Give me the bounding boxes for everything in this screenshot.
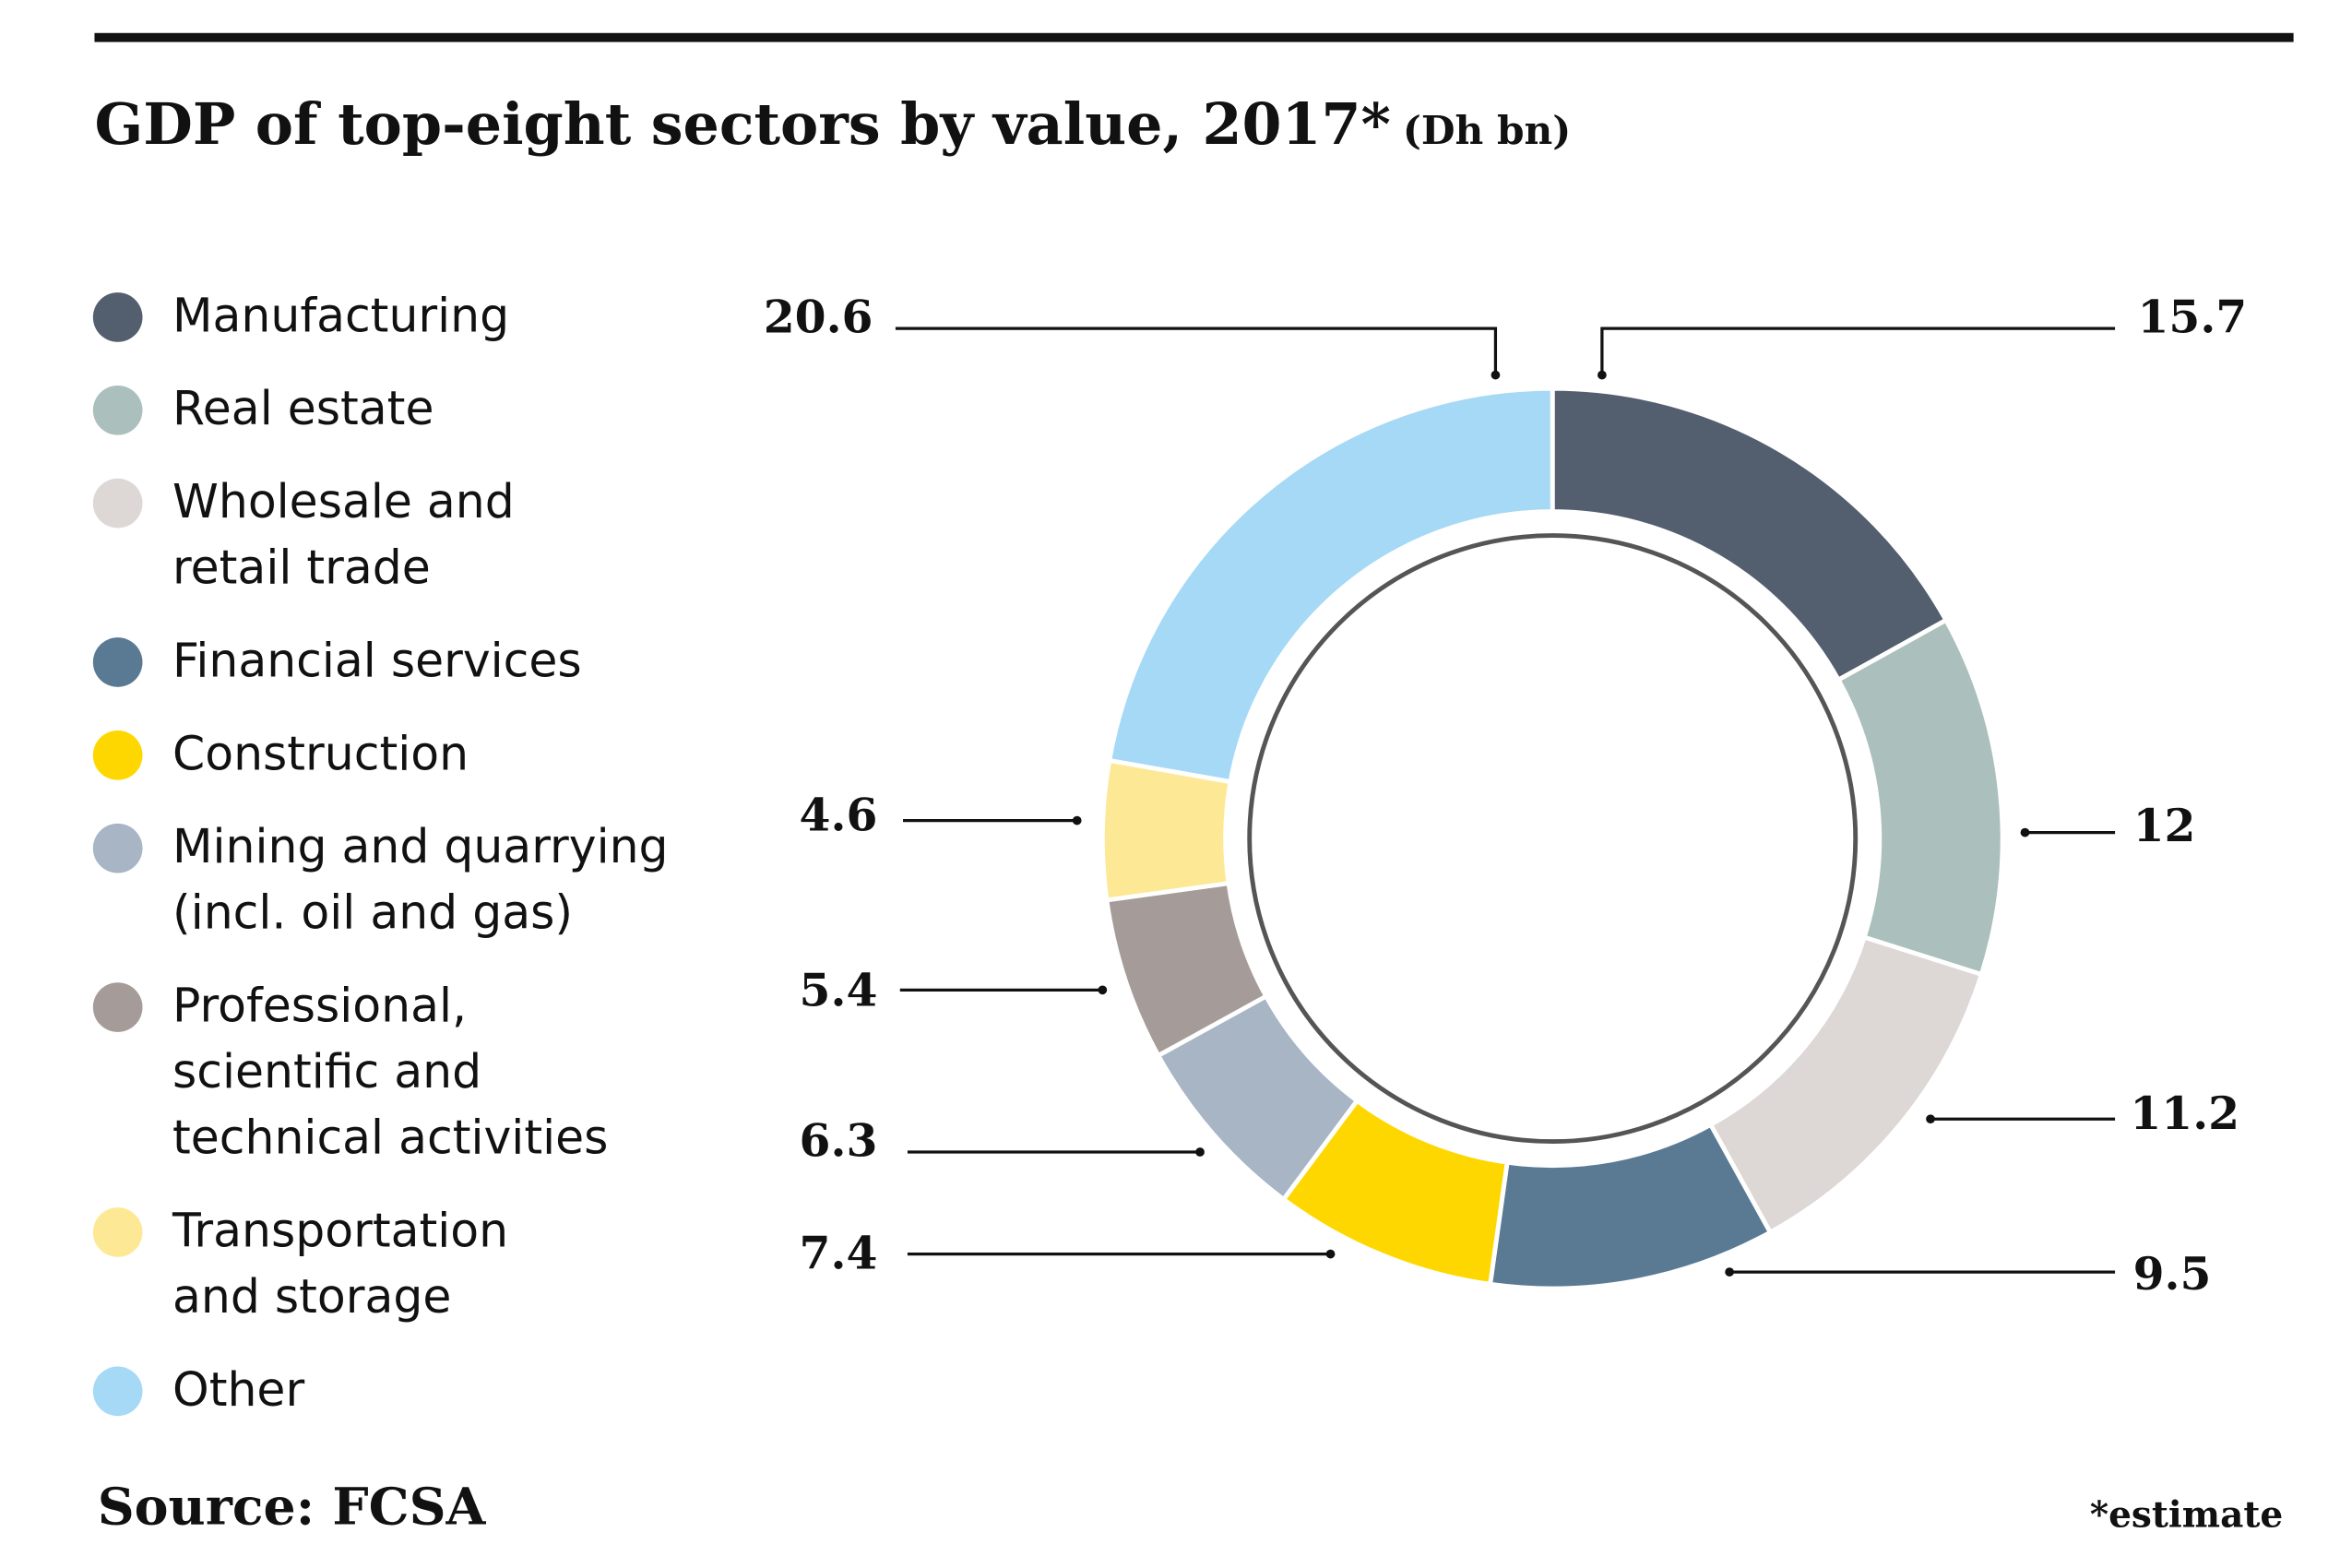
leader-line (895, 327, 1498, 375)
legend-item: Professional, scientific and technical a… (92, 973, 669, 1171)
leader-dot (1195, 1147, 1205, 1157)
legend-swatch (92, 292, 143, 342)
legend: Manufacturing Real estate Wholesale and re… (92, 283, 669, 1450)
data-label: 7.4 (800, 1226, 878, 1279)
legend-item: Wholesale and retail trade (92, 469, 669, 601)
data-label: 15.7 (2137, 291, 2247, 344)
data-label: 9.5 (2133, 1247, 2212, 1301)
legend-item: Financial services (92, 628, 669, 695)
legend-item: Construction (92, 721, 669, 788)
chart-title-block: GDP of top-eight sectors by value, 2017*… (94, 90, 1571, 158)
chart-title: GDP of top-eight sectors by value, 2017* (94, 89, 1391, 158)
data-label: 4.6 (800, 788, 878, 841)
legend-item: Transportation and storage (92, 1198, 669, 1330)
legend-swatch (92, 731, 143, 780)
legend-label: Construction (172, 727, 469, 782)
source: Source: FCSA (97, 1477, 486, 1538)
legend-swatch (92, 823, 143, 873)
data-label: 6.3 (800, 1113, 878, 1167)
legend-swatch (92, 385, 143, 435)
legend-label: Transportation and storage (172, 1204, 509, 1325)
donut-segment (1106, 386, 1555, 785)
legend-swatch (92, 1366, 143, 1417)
data-label: 12 (2133, 799, 2196, 852)
donut-segment (1099, 757, 1233, 903)
legend-label: Real estate (172, 382, 434, 437)
leader-dot (1098, 985, 1108, 995)
top-rule (94, 32, 2294, 42)
leader-dot (1598, 370, 1607, 380)
chart-subtitle: (Dh bn) (1402, 109, 1572, 155)
legend-item: Manufacturing (92, 283, 669, 350)
leader-dot (1725, 1267, 1735, 1277)
donut-segment (1550, 386, 1950, 683)
leader-dot (2020, 827, 2030, 837)
leader-line (1600, 327, 2116, 375)
legend-label: Other (172, 1363, 305, 1418)
footnote: *estimate (2089, 1492, 2284, 1537)
legend-label: Manufacturing (172, 289, 510, 344)
data-label: 11.2 (2130, 1087, 2239, 1140)
donut-segment (1835, 617, 2005, 978)
leader-dot (1491, 370, 1501, 380)
legend-label: Professional, scientific and technical a… (172, 979, 609, 1166)
legend-swatch (92, 982, 143, 1032)
legend-label: Wholesale and retail trade (172, 475, 515, 596)
leader-dot (1072, 815, 1082, 826)
leader-dot (1325, 1249, 1336, 1259)
legend-item: Other (92, 1358, 669, 1424)
legend-item: Real estate (92, 376, 669, 443)
legend-label: Financial services (172, 634, 582, 689)
leader-dot (1926, 1114, 1935, 1124)
legend-swatch (92, 1207, 143, 1257)
data-label: 5.4 (800, 964, 878, 1017)
legend-label: Mining and quarrying (incl. oil and gas) (172, 820, 669, 941)
legend-item: Mining and quarrying (incl. oil and gas) (92, 814, 669, 946)
donut-segment (1707, 934, 1985, 1236)
legend-swatch (92, 478, 143, 529)
data-label: 20.6 (764, 291, 873, 344)
legend-swatch (92, 637, 143, 687)
inner-ring (1247, 533, 1859, 1145)
